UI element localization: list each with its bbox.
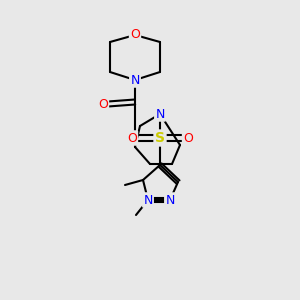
Text: N: N	[130, 74, 140, 86]
Text: O: O	[98, 98, 108, 110]
Text: S: S	[155, 131, 165, 145]
Text: N: N	[143, 194, 153, 206]
Text: N: N	[155, 107, 165, 121]
Text: O: O	[130, 28, 140, 41]
Text: O: O	[183, 131, 193, 145]
Text: N: N	[165, 194, 175, 206]
Text: O: O	[127, 131, 137, 145]
